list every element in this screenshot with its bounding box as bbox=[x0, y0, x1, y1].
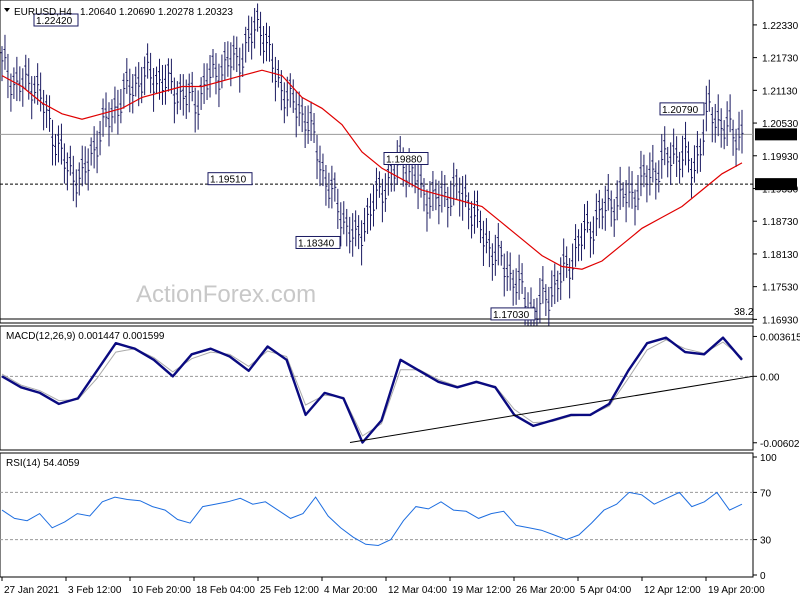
price-annotation-box bbox=[207, 172, 253, 186]
price-tick-label: 1.20530 bbox=[762, 119, 799, 130]
price-annotation-box bbox=[33, 13, 79, 27]
macd-series bbox=[1, 336, 754, 444]
support-price-box bbox=[755, 178, 797, 191]
time-tick-label: 26 Mar 20:00 bbox=[516, 585, 575, 596]
macd-axis: 0.003615 0.00 -0.006026 bbox=[753, 332, 800, 450]
price-annotations: 1.22420 1.19510 1.18340 1.19880 1.17030 1.207… bbox=[33, 13, 705, 321]
rsi-series bbox=[1, 491, 743, 547]
rsi-tick-label: 70 bbox=[760, 488, 772, 499]
price-annotation-label: 1.17030 bbox=[493, 310, 530, 321]
dropdown-icon bbox=[4, 8, 10, 12]
price-annotation-label: 1.22420 bbox=[36, 16, 73, 27]
time-tick-label: 25 Feb 12:00 bbox=[260, 585, 319, 596]
price-panel-frame bbox=[0, 0, 754, 324]
rsi-tick-label: 100 bbox=[760, 453, 777, 464]
price-axis: 1.223301.217301.211301.205301.199301.193… bbox=[753, 21, 799, 326]
macd-title: MACD(12,26,9) 0.001447 0.001599 bbox=[6, 331, 165, 342]
macd-tick-label: 0.00 bbox=[760, 372, 780, 383]
fib-label: 38.2 bbox=[734, 307, 754, 318]
price-tick-label: 1.21130 bbox=[762, 86, 798, 97]
time-tick-label: 18 Feb 04:00 bbox=[196, 585, 255, 596]
price-annotation-label: 1.20790 bbox=[662, 105, 699, 116]
watermark: ActionForex.com bbox=[136, 281, 316, 308]
macd-line bbox=[1, 336, 743, 444]
rsi-panel-frame bbox=[0, 452, 754, 578]
moving-average-series bbox=[1, 69, 743, 270]
rsi-line bbox=[1, 491, 743, 547]
time-tick-label: 10 Feb 20:00 bbox=[132, 585, 191, 596]
time-tick-label: 27 Jan 2021 bbox=[4, 585, 59, 596]
price-tick-label: 1.22330 bbox=[762, 21, 799, 32]
current-price-label: 1.20323 bbox=[758, 130, 795, 141]
macd-trendline bbox=[349, 375, 754, 443]
moving-average-line bbox=[1, 69, 743, 270]
price-tick-label: 1.18730 bbox=[762, 217, 799, 228]
price-annotation-box bbox=[490, 307, 536, 321]
rsi-tick-label: 0 bbox=[760, 571, 766, 582]
price-tick-label: 1.18130 bbox=[762, 250, 799, 261]
rsi-title: RSI(14) 54.4059 bbox=[6, 458, 80, 469]
time-tick-label: 19 Mar 12:00 bbox=[452, 585, 511, 596]
current-price-box bbox=[755, 128, 797, 141]
chart-title-group: EURUSD,H4 1.20640 1.20690 1.20278 1.2032… bbox=[4, 7, 233, 18]
rsi-grid bbox=[0, 491, 753, 541]
time-tick-label: 5 Apr 04:00 bbox=[580, 585, 632, 596]
macd-tick-label: -0.006026 bbox=[760, 439, 800, 450]
time-tick-label: 3 Feb 12:00 bbox=[68, 585, 122, 596]
price-annotation-box bbox=[383, 152, 429, 166]
time-tick-label: 19 Apr 20:00 bbox=[708, 585, 765, 596]
chart-title: EURUSD,H4 bbox=[14, 7, 72, 18]
price-tick-label: 1.21730 bbox=[762, 54, 799, 65]
price-annotation-label: 1.18340 bbox=[298, 238, 335, 249]
price-tick-label: 1.17530 bbox=[762, 283, 799, 294]
price-tick-label: 1.19930 bbox=[762, 152, 799, 163]
price-annotation-box bbox=[659, 102, 705, 116]
rsi-axis: 100 70 30 0 bbox=[753, 453, 777, 582]
rsi-tick-label: 30 bbox=[760, 536, 772, 547]
ohlc-values: 1.20640 1.20690 1.20278 1.20323 bbox=[80, 7, 233, 18]
price-annotation-label: 1.19510 bbox=[210, 175, 247, 186]
time-tick-label: 12 Mar 04:00 bbox=[388, 585, 447, 596]
price-tick-label: 1.16930 bbox=[762, 315, 799, 326]
time-tick-label: 4 Mar 20:00 bbox=[324, 585, 378, 596]
macd-tick-label: 0.003615 bbox=[760, 332, 800, 343]
time-axis: 27 Jan 2021 3 Feb 12:00 10 Feb 20:00 18 Feb… bbox=[1, 577, 765, 596]
price-annotation-box bbox=[295, 235, 341, 249]
price-annotation-label: 1.19880 bbox=[386, 155, 423, 166]
support-price-label: 1.19410 bbox=[758, 180, 795, 191]
time-tick-label: 12 Apr 12:00 bbox=[644, 585, 701, 596]
macd-panel-frame bbox=[0, 325, 754, 451]
